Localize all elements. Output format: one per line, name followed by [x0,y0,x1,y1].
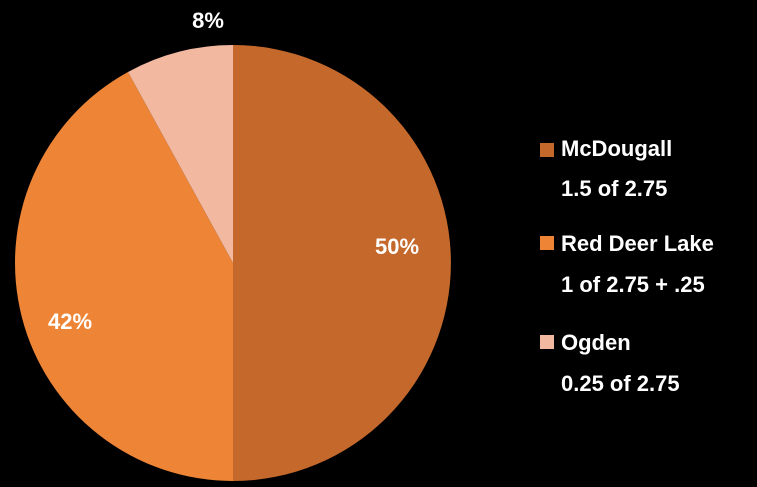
pie-slice-ogden [127,45,233,263]
data-label-red-deer-lake: 42% [48,309,92,334]
legend-item-mcdougall: McDougall 1.5 of 2.75 [540,136,672,201]
legend: McDougall 1.5 of 2.75 Red Deer Lake 1 of 2.… [540,136,714,396]
legend-item-ogden: Ogden 0.25 of 2.75 [540,330,680,396]
legend-label-mcdougall: McDougall [561,136,672,161]
legend-label-red-deer-lake: Red Deer Lake [561,231,714,256]
legend-detail-red-deer-lake: 1 of 2.75 + .25 [561,272,705,297]
pie-slice-red-deer-lake [15,71,234,481]
data-label-mcdougall: 50% [375,234,419,259]
pie-slice-mcdougall [233,45,451,481]
slices-layer [15,45,451,481]
legend-swatch-mcdougall [540,143,554,157]
data-label-ogden: 8% [192,8,224,33]
legend-detail-ogden: 0.25 of 2.75 [561,371,680,396]
legend-item-red-deer-lake: Red Deer Lake 1 of 2.75 + .25 [540,231,714,297]
legend-swatch-red-deer-lake [540,236,554,250]
legend-detail-mcdougall: 1.5 of 2.75 [561,176,667,201]
legend-swatch-ogden [540,335,554,349]
legend-label-ogden: Ogden [561,330,631,355]
labels-layer: 50% 42% 8% [48,8,419,334]
